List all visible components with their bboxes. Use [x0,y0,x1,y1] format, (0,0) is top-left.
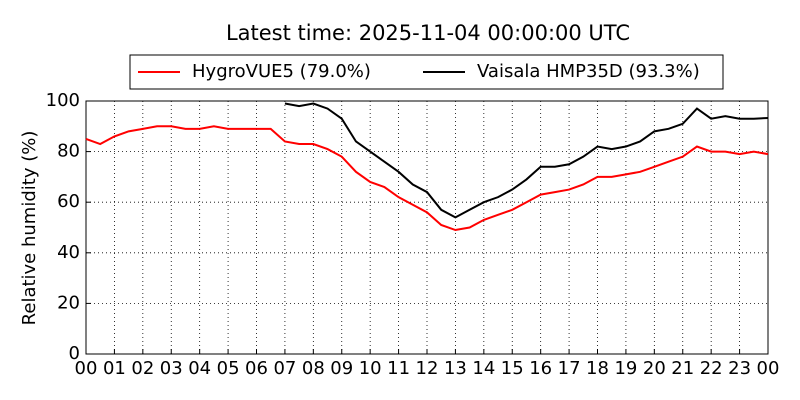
x-tick-label: 02 [131,358,154,379]
x-tick-label: 22 [700,358,723,379]
x-tick-label: 17 [558,358,581,379]
x-tick-label: 20 [643,358,666,379]
x-tick-label: 01 [103,358,126,379]
x-tick-label: 06 [245,358,268,379]
x-tick-label: 18 [586,358,609,379]
y-tick-label: 40 [57,242,80,263]
y-tick-label: 100 [46,90,80,111]
x-tick-label: 23 [728,358,751,379]
data-line [284,102,769,219]
x-tick-label: 16 [529,358,552,379]
x-tick-label: 19 [614,358,637,379]
chart-title: Latest time: 2025-11-04 00:00:00 UTC [226,21,630,45]
x-tick-label: 11 [387,358,410,379]
x-tick-label: 08 [302,358,325,379]
y-tick-label: 20 [57,292,80,313]
y-tick-label: 60 [57,191,80,212]
y-axis-label: Relative humidity (%) [19,131,40,326]
plot-frame [85,100,769,355]
x-tick-label: 07 [273,358,296,379]
legend-label: HygroVUE5 (79.0%) [192,61,371,82]
x-tick-label: 09 [330,358,353,379]
x-tick-label: 12 [416,358,439,379]
y-tick-label: 80 [57,141,80,162]
legend-label: Vaisala HMP35D (93.3%) [477,61,700,82]
x-tick-label: 03 [160,358,183,379]
x-tick-label: 15 [501,358,524,379]
x-tick-label: 10 [359,358,382,379]
y-tick-label: 0 [69,343,80,364]
x-tick-label: 13 [444,358,467,379]
x-tick-label: 00 [757,358,780,379]
x-tick-label: 00 [75,358,98,379]
x-tick-label: 04 [188,358,211,379]
x-tick-label: 21 [671,358,694,379]
x-tick-label: 14 [472,358,495,379]
x-tick-label: 05 [217,358,240,379]
data-line [85,125,769,232]
